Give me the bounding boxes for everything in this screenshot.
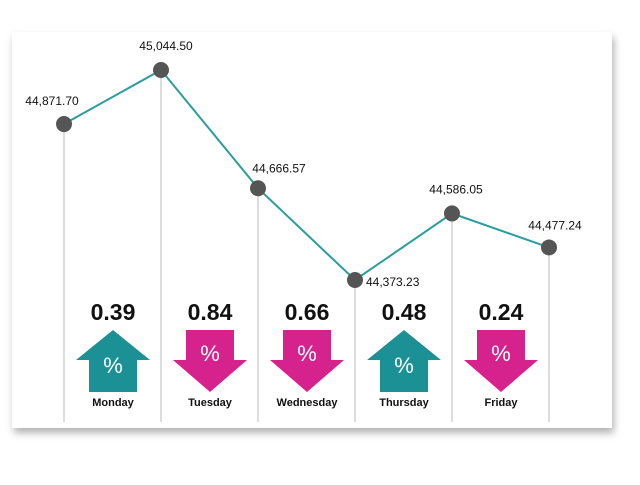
day-label: Friday: [484, 397, 518, 409]
value-label: 44,586.05: [429, 183, 483, 197]
value-label: 44,477.24: [528, 219, 582, 233]
arrow-symbol: %: [103, 353, 123, 378]
change-label: 0.24: [479, 299, 524, 325]
change-label: 0.39: [91, 299, 136, 325]
point: [153, 62, 169, 78]
change-label: 0.84: [188, 299, 233, 325]
change-label: 0.66: [285, 299, 330, 325]
arrow-symbol: %: [394, 353, 414, 378]
arrow-symbol: %: [491, 341, 511, 366]
value-label: 44,871.70: [25, 94, 79, 108]
arrow-symbol: %: [297, 341, 317, 366]
arrow: [367, 330, 441, 392]
change-label: 0.48: [382, 299, 427, 325]
value-label: 44,666.57: [252, 161, 306, 175]
line: [63, 68, 550, 282]
day-label: Thursday: [379, 397, 429, 409]
value-label: 45,044.50: [139, 39, 193, 53]
point: [347, 272, 363, 288]
value-label: 44,373.23: [366, 275, 420, 289]
arrow-symbol: %: [200, 341, 220, 366]
day-label: Tuesday: [188, 397, 233, 409]
point: [250, 180, 266, 197]
arrow: [76, 330, 150, 392]
point: [56, 116, 72, 133]
day-label: Monday: [92, 397, 134, 409]
arrow: [270, 330, 344, 392]
day-label: Wednesday: [277, 397, 339, 409]
point: [444, 205, 460, 222]
point: [541, 239, 557, 256]
arrow: [173, 330, 247, 392]
arrow: [464, 330, 538, 392]
